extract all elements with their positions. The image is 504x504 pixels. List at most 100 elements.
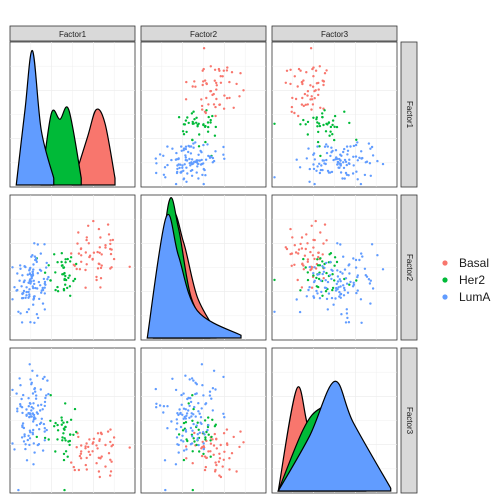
- point-basal: [222, 458, 225, 461]
- point-luma: [16, 407, 19, 410]
- point-luma: [25, 286, 28, 289]
- point-luma: [22, 440, 26, 443]
- point-luma: [32, 418, 36, 421]
- point-luma: [180, 403, 183, 406]
- point-luma: [330, 296, 334, 300]
- point-basal: [212, 92, 215, 96]
- panel-grid: [9, 41, 398, 494]
- point-her2: [302, 118, 305, 122]
- row-strip-factor1: Factor1: [400, 41, 418, 188]
- point-basal: [84, 268, 87, 272]
- point-her2: [63, 488, 66, 492]
- point-her2: [62, 432, 65, 435]
- point-luma: [336, 275, 340, 278]
- point-luma: [358, 258, 361, 262]
- point-her2: [209, 439, 212, 442]
- point-her2: [335, 125, 339, 129]
- point-luma: [25, 294, 28, 297]
- point-basal: [314, 69, 318, 72]
- point-luma: [35, 424, 38, 427]
- point-luma: [175, 436, 179, 439]
- point-luma: [181, 413, 184, 416]
- point-luma: [348, 272, 351, 275]
- point-luma: [188, 416, 191, 419]
- point-luma: [32, 442, 35, 445]
- point-her2: [177, 116, 181, 119]
- point-her2: [205, 109, 208, 112]
- point-her2: [335, 260, 339, 264]
- point-basal: [232, 106, 235, 110]
- point-basal: [301, 263, 304, 266]
- point-basal: [85, 236, 89, 239]
- point-luma: [31, 270, 34, 274]
- point-luma: [25, 310, 29, 314]
- point-luma: [185, 159, 189, 162]
- point-luma: [331, 269, 334, 272]
- point-luma: [318, 162, 321, 165]
- point-her2: [186, 116, 189, 119]
- point-luma: [25, 459, 29, 462]
- point-basal: [92, 437, 96, 440]
- point-luma: [158, 153, 162, 156]
- point-luma: [19, 267, 22, 270]
- point-luma: [39, 284, 42, 287]
- point-basal: [297, 252, 300, 255]
- point-luma: [339, 292, 343, 296]
- point-luma: [33, 387, 36, 391]
- point-basal: [325, 239, 328, 242]
- point-luma: [190, 442, 194, 445]
- point-luma: [22, 426, 26, 430]
- point-luma: [31, 272, 35, 276]
- point-luma: [179, 171, 182, 174]
- point-basal: [225, 97, 229, 100]
- point-basal: [209, 65, 212, 68]
- point-basal: [99, 277, 103, 280]
- point-basal: [207, 450, 210, 453]
- point-luma: [214, 388, 217, 391]
- point-her2: [206, 121, 210, 124]
- point-luma: [330, 170, 334, 174]
- point-her2: [56, 261, 59, 264]
- point-basal: [312, 238, 315, 242]
- point-luma: [189, 169, 193, 173]
- point-her2: [312, 116, 315, 120]
- point-luma: [207, 424, 210, 427]
- point-her2: [66, 421, 69, 424]
- point-basal: [300, 247, 304, 250]
- point-basal: [211, 438, 214, 441]
- point-luma: [177, 443, 180, 447]
- point-basal: [78, 454, 82, 458]
- point-basal: [193, 431, 196, 435]
- point-her2: [214, 125, 217, 129]
- point-luma: [176, 167, 179, 171]
- point-basal: [290, 264, 293, 267]
- point-her2: [64, 439, 67, 442]
- point-her2: [182, 421, 186, 425]
- point-luma: [347, 162, 351, 165]
- point-basal: [112, 436, 116, 439]
- point-her2: [62, 458, 66, 462]
- point-luma: [188, 404, 191, 408]
- point-her2: [62, 266, 65, 269]
- point-her2: [56, 290, 60, 293]
- point-basal: [203, 468, 207, 472]
- point-luma: [35, 313, 39, 316]
- point-basal: [92, 219, 95, 223]
- point-her2: [64, 274, 67, 278]
- point-her2: [210, 435, 213, 439]
- point-luma: [371, 287, 375, 290]
- point-luma: [176, 422, 179, 425]
- point-basal: [239, 430, 242, 433]
- point-her2: [207, 433, 210, 436]
- point-her2: [333, 125, 336, 128]
- point-luma: [307, 288, 310, 292]
- point-basal: [201, 69, 204, 72]
- point-her2: [54, 288, 57, 292]
- point-basal: [212, 444, 216, 447]
- point-luma: [27, 405, 30, 408]
- point-her2: [204, 438, 207, 441]
- point-luma: [39, 252, 42, 255]
- point-luma: [381, 162, 385, 166]
- point-luma: [344, 321, 348, 324]
